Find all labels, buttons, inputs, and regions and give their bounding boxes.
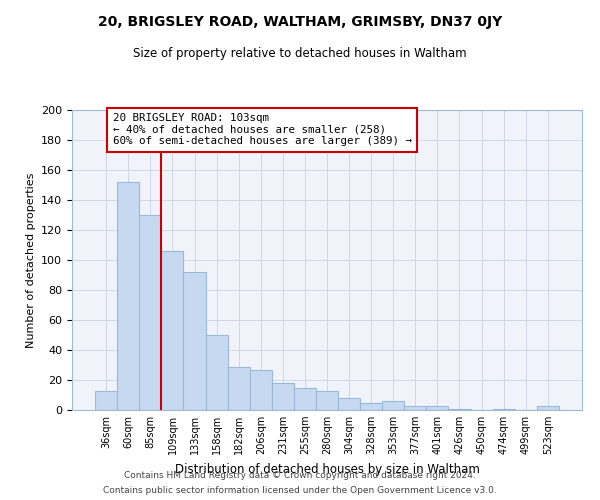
- Bar: [272, 383, 294, 410]
- Bar: [161, 251, 184, 410]
- Bar: [448, 408, 470, 410]
- Text: Contains HM Land Registry data © Crown copyright and database right 2024.: Contains HM Land Registry data © Crown c…: [124, 471, 476, 480]
- Text: 20 BRIGSLEY ROAD: 103sqm
← 40% of detached houses are smaller (258)
60% of semi-: 20 BRIGSLEY ROAD: 103sqm ← 40% of detach…: [113, 113, 412, 146]
- Bar: [360, 402, 382, 410]
- Text: Size of property relative to detached houses in Waltham: Size of property relative to detached ho…: [133, 48, 467, 60]
- Bar: [250, 370, 272, 410]
- Text: 20, BRIGSLEY ROAD, WALTHAM, GRIMSBY, DN37 0JY: 20, BRIGSLEY ROAD, WALTHAM, GRIMSBY, DN3…: [98, 15, 502, 29]
- Bar: [95, 390, 117, 410]
- Bar: [206, 335, 227, 410]
- X-axis label: Distribution of detached houses by size in Waltham: Distribution of detached houses by size …: [175, 462, 479, 475]
- Bar: [117, 182, 139, 410]
- Bar: [139, 215, 161, 410]
- Bar: [184, 272, 206, 410]
- Y-axis label: Number of detached properties: Number of detached properties: [26, 172, 35, 348]
- Bar: [493, 408, 515, 410]
- Bar: [294, 388, 316, 410]
- Text: Contains public sector information licensed under the Open Government Licence v3: Contains public sector information licen…: [103, 486, 497, 495]
- Bar: [338, 398, 360, 410]
- Bar: [316, 390, 338, 410]
- Bar: [537, 406, 559, 410]
- Bar: [404, 406, 427, 410]
- Bar: [382, 401, 404, 410]
- Bar: [227, 366, 250, 410]
- Bar: [427, 406, 448, 410]
